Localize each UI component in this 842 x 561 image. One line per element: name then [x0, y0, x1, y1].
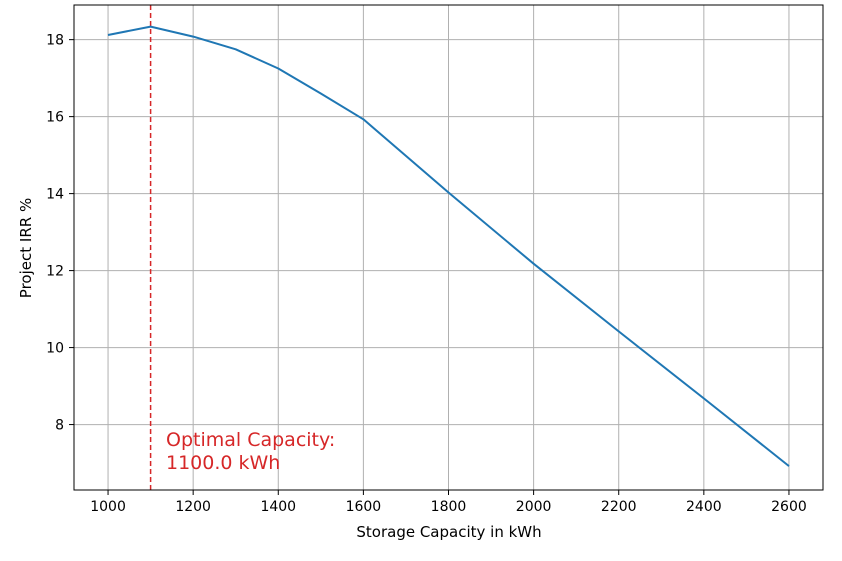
x-tick-label: 2200: [601, 499, 637, 515]
y-tick-label: 14: [46, 187, 64, 203]
optimal-capacity-annotation-line2: 1100.0 kWh: [166, 452, 280, 474]
x-tick-label: 2400: [686, 499, 722, 515]
y-tick-label: 8: [55, 418, 64, 434]
x-tick-label: 2600: [771, 499, 807, 515]
irr-line: [107, 25, 790, 467]
x-axis-label: Storage Capacity in kWh: [356, 523, 541, 541]
y-axis-label: Project IRR %: [17, 198, 35, 298]
y-tick-label: 16: [46, 110, 64, 126]
series-group: [107, 25, 790, 467]
y-tick-label: 18: [46, 33, 64, 49]
x-tick-label: 1000: [90, 499, 126, 515]
x-tick-label: 1200: [175, 499, 211, 515]
y-tick-label: 12: [46, 264, 64, 280]
y-tick-label: 10: [46, 341, 64, 357]
axis-ticks: 1000 1200 1400 1600 1800 2000 2200 2400 2600 8 10 1…: [46, 33, 807, 515]
x-tick-label: 1800: [431, 499, 467, 515]
x-tick-label: 1400: [260, 499, 296, 515]
x-tick-label: 1600: [346, 499, 382, 515]
optimal-capacity-annotation-line1: Optimal Capacity:: [166, 429, 335, 451]
x-tick-label: 2000: [516, 499, 552, 515]
